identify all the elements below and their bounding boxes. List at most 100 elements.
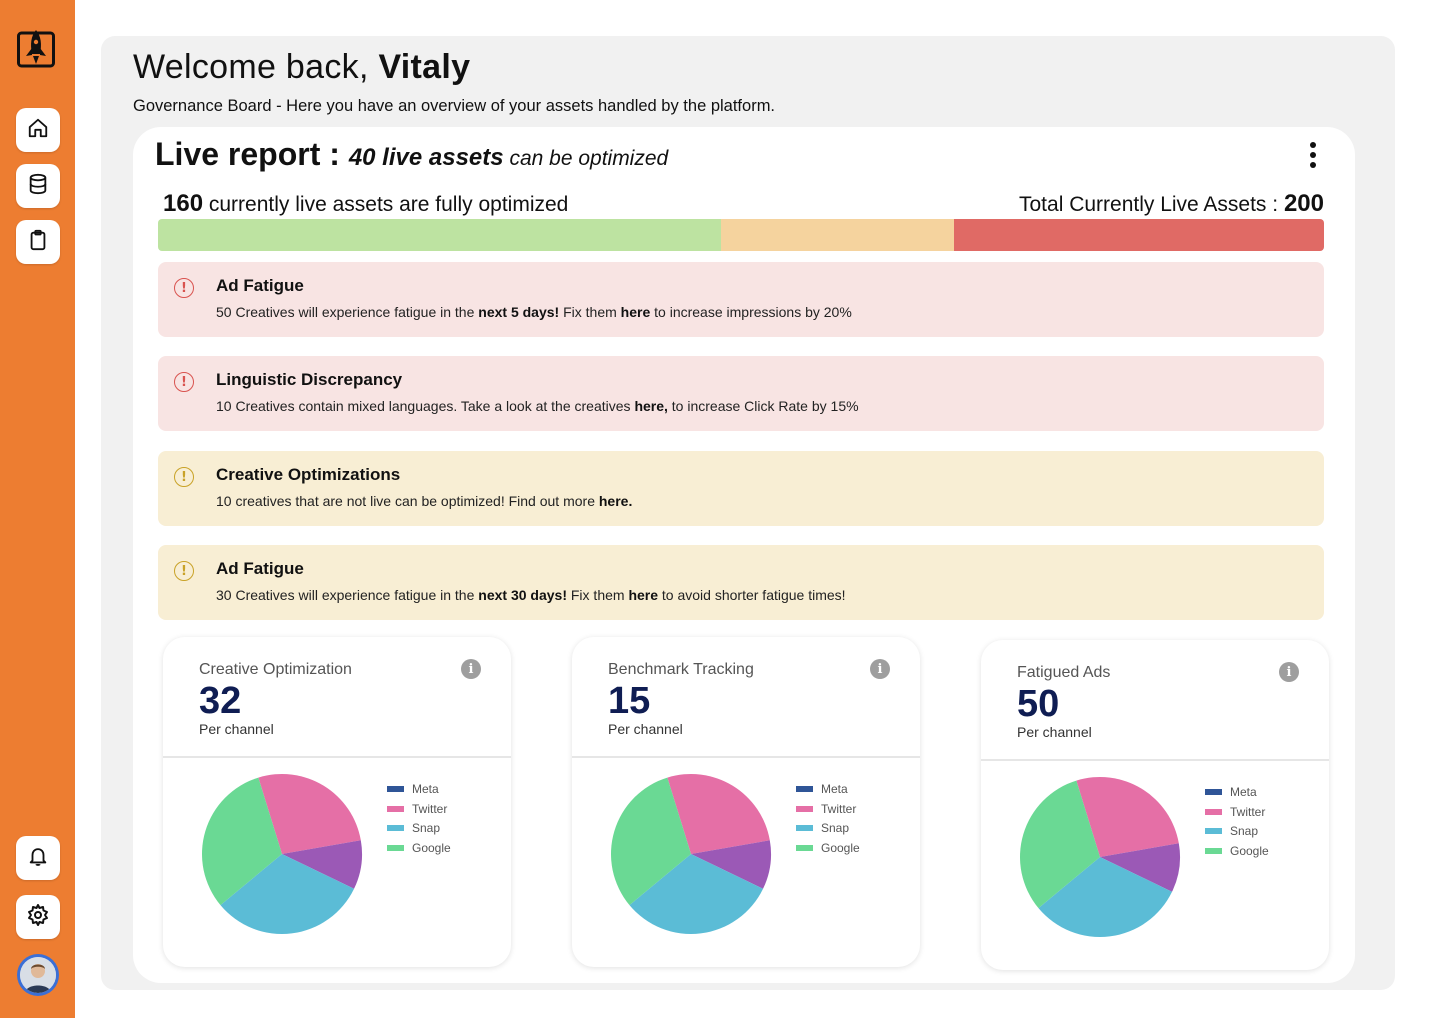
legend-item: Google (1205, 841, 1269, 861)
legend-label: Meta (821, 781, 848, 796)
legend-swatch (796, 844, 813, 851)
alert-card[interactable]: ! Ad Fatigue 50 Creatives will experience … (158, 262, 1324, 337)
pie-slice-google (202, 777, 282, 906)
warning-icon: ! (174, 467, 194, 487)
pie-slice-snap (629, 854, 764, 934)
legend-swatch (1205, 847, 1222, 854)
legend-swatch (1205, 788, 1222, 795)
warning-icon: ! (174, 561, 194, 581)
legend-label: Snap (1230, 824, 1259, 839)
progress-critical-segment (954, 219, 1324, 251)
legend-item: Snap (387, 818, 451, 838)
legend-item: Snap (1205, 821, 1269, 841)
divider (981, 759, 1329, 761)
stat-title: Fatigued Ads (1017, 664, 1111, 681)
alert-title: Ad Fatigue (216, 559, 304, 578)
alert-title: Linguistic Discrepancy (216, 370, 403, 389)
stat-title: Benchmark Tracking (608, 661, 754, 678)
alert-title: Creative Optimizations (216, 465, 401, 484)
pie-slice-other (1100, 843, 1180, 892)
pie-slice-google (611, 777, 691, 906)
legend-label: Google (821, 840, 860, 855)
more-options-icon[interactable] (1303, 140, 1323, 170)
channel-pie-chart (202, 774, 362, 934)
legend-swatch (796, 825, 813, 832)
divider (163, 756, 511, 758)
legend-item: Meta (1205, 782, 1269, 802)
stat-card: Fatigued Ads 50 Per channel i Meta Twitter Sna… (981, 640, 1329, 970)
pie-slice-twitter (258, 774, 361, 854)
stat-card: Creative Optimization 32 Per channel i Meta T… (163, 637, 511, 967)
legend-label: Snap (412, 821, 441, 836)
legend-swatch (387, 844, 404, 851)
stat-subtitle: Per channel (199, 721, 274, 737)
alert-card[interactable]: ! Linguistic Discrepancy 10 Creatives cont… (158, 356, 1324, 431)
progress-optimizable-segment (721, 219, 955, 251)
stat-subtitle: Per channel (608, 721, 683, 737)
error-icon: ! (174, 278, 194, 298)
legend-item: Snap (796, 818, 860, 838)
alert-text: 50 Creatives will experience fatigue in … (216, 304, 852, 320)
optimization-progress-bar (158, 219, 1324, 251)
pie-slice-other (282, 840, 362, 889)
sidebar-item-home[interactable] (16, 108, 60, 152)
alert-text: 10 Creatives contain mixed languages. Ta… (216, 398, 859, 414)
chart-legend: Meta Twitter Snap Google (796, 779, 860, 858)
live-report-title: Live report : 40 live assets can be opti… (155, 136, 669, 172)
legend-item: Google (387, 838, 451, 858)
alert-link[interactable]: here (620, 304, 651, 320)
sidebar-item-database[interactable] (16, 164, 60, 208)
legend-item: Twitter (1205, 802, 1269, 822)
legend-item: Meta (387, 779, 451, 799)
alert-text: 30 Creatives will experience fatigue in … (216, 587, 846, 603)
legend-swatch (387, 785, 404, 792)
avatar[interactable] (17, 954, 59, 996)
gear-icon (26, 903, 50, 932)
error-icon: ! (174, 372, 194, 392)
notifications-button[interactable] (16, 836, 60, 880)
info-icon[interactable]: i (870, 659, 890, 679)
bell-icon (27, 845, 49, 872)
stat-subtitle: Per channel (1017, 724, 1092, 740)
divider (572, 756, 920, 758)
pie-slice-twitter (1076, 777, 1179, 857)
info-icon[interactable]: i (1279, 662, 1299, 682)
pie-slice-twitter (667, 774, 770, 854)
legend-swatch (1205, 808, 1222, 815)
alert-link[interactable]: here (628, 587, 659, 603)
settings-button[interactable] (16, 895, 60, 939)
page-subtitle: Governance Board - Here you have an over… (133, 97, 776, 115)
database-icon (27, 173, 49, 200)
optimized-summary: 160 currently live assets are fully opti… (163, 190, 569, 217)
alert-card[interactable]: ! Creative Optimizations 10 creatives that… (158, 451, 1324, 526)
alert-card[interactable]: ! Ad Fatigue 30 Creatives will experience … (158, 545, 1324, 620)
pie-slice-snap (1038, 857, 1173, 937)
stat-value: 50 (1017, 683, 1060, 725)
legend-swatch (387, 825, 404, 832)
legend-item: Meta (796, 779, 860, 799)
alert-title: Ad Fatigue (216, 276, 304, 295)
page-title: Welcome back, Vitaly (133, 48, 471, 86)
legend-swatch (796, 805, 813, 812)
legend-label: Meta (412, 781, 439, 796)
clipboard-icon (27, 229, 49, 256)
alert-text: 10 creatives that are not live can be op… (216, 493, 633, 509)
legend-label: Google (412, 840, 451, 855)
legend-label: Twitter (1230, 804, 1266, 819)
legend-swatch (796, 785, 813, 792)
legend-swatch (1205, 828, 1222, 835)
stat-value: 15 (608, 680, 651, 722)
legend-item: Google (796, 838, 860, 858)
legend-label: Google (1230, 843, 1269, 858)
chart-legend: Meta Twitter Snap Google (387, 779, 451, 858)
channel-pie-chart (1020, 777, 1180, 937)
legend-item: Twitter (387, 799, 451, 819)
legend-label: Snap (821, 821, 850, 836)
legend-label: Twitter (821, 801, 857, 816)
channel-pie-chart (611, 774, 771, 934)
rocket-logo-icon[interactable] (17, 28, 55, 68)
sidebar-item-clipboard[interactable] (16, 220, 60, 264)
legend-label: Meta (1230, 784, 1257, 799)
info-icon[interactable]: i (461, 659, 481, 679)
stat-title: Creative Optimization (199, 661, 352, 678)
